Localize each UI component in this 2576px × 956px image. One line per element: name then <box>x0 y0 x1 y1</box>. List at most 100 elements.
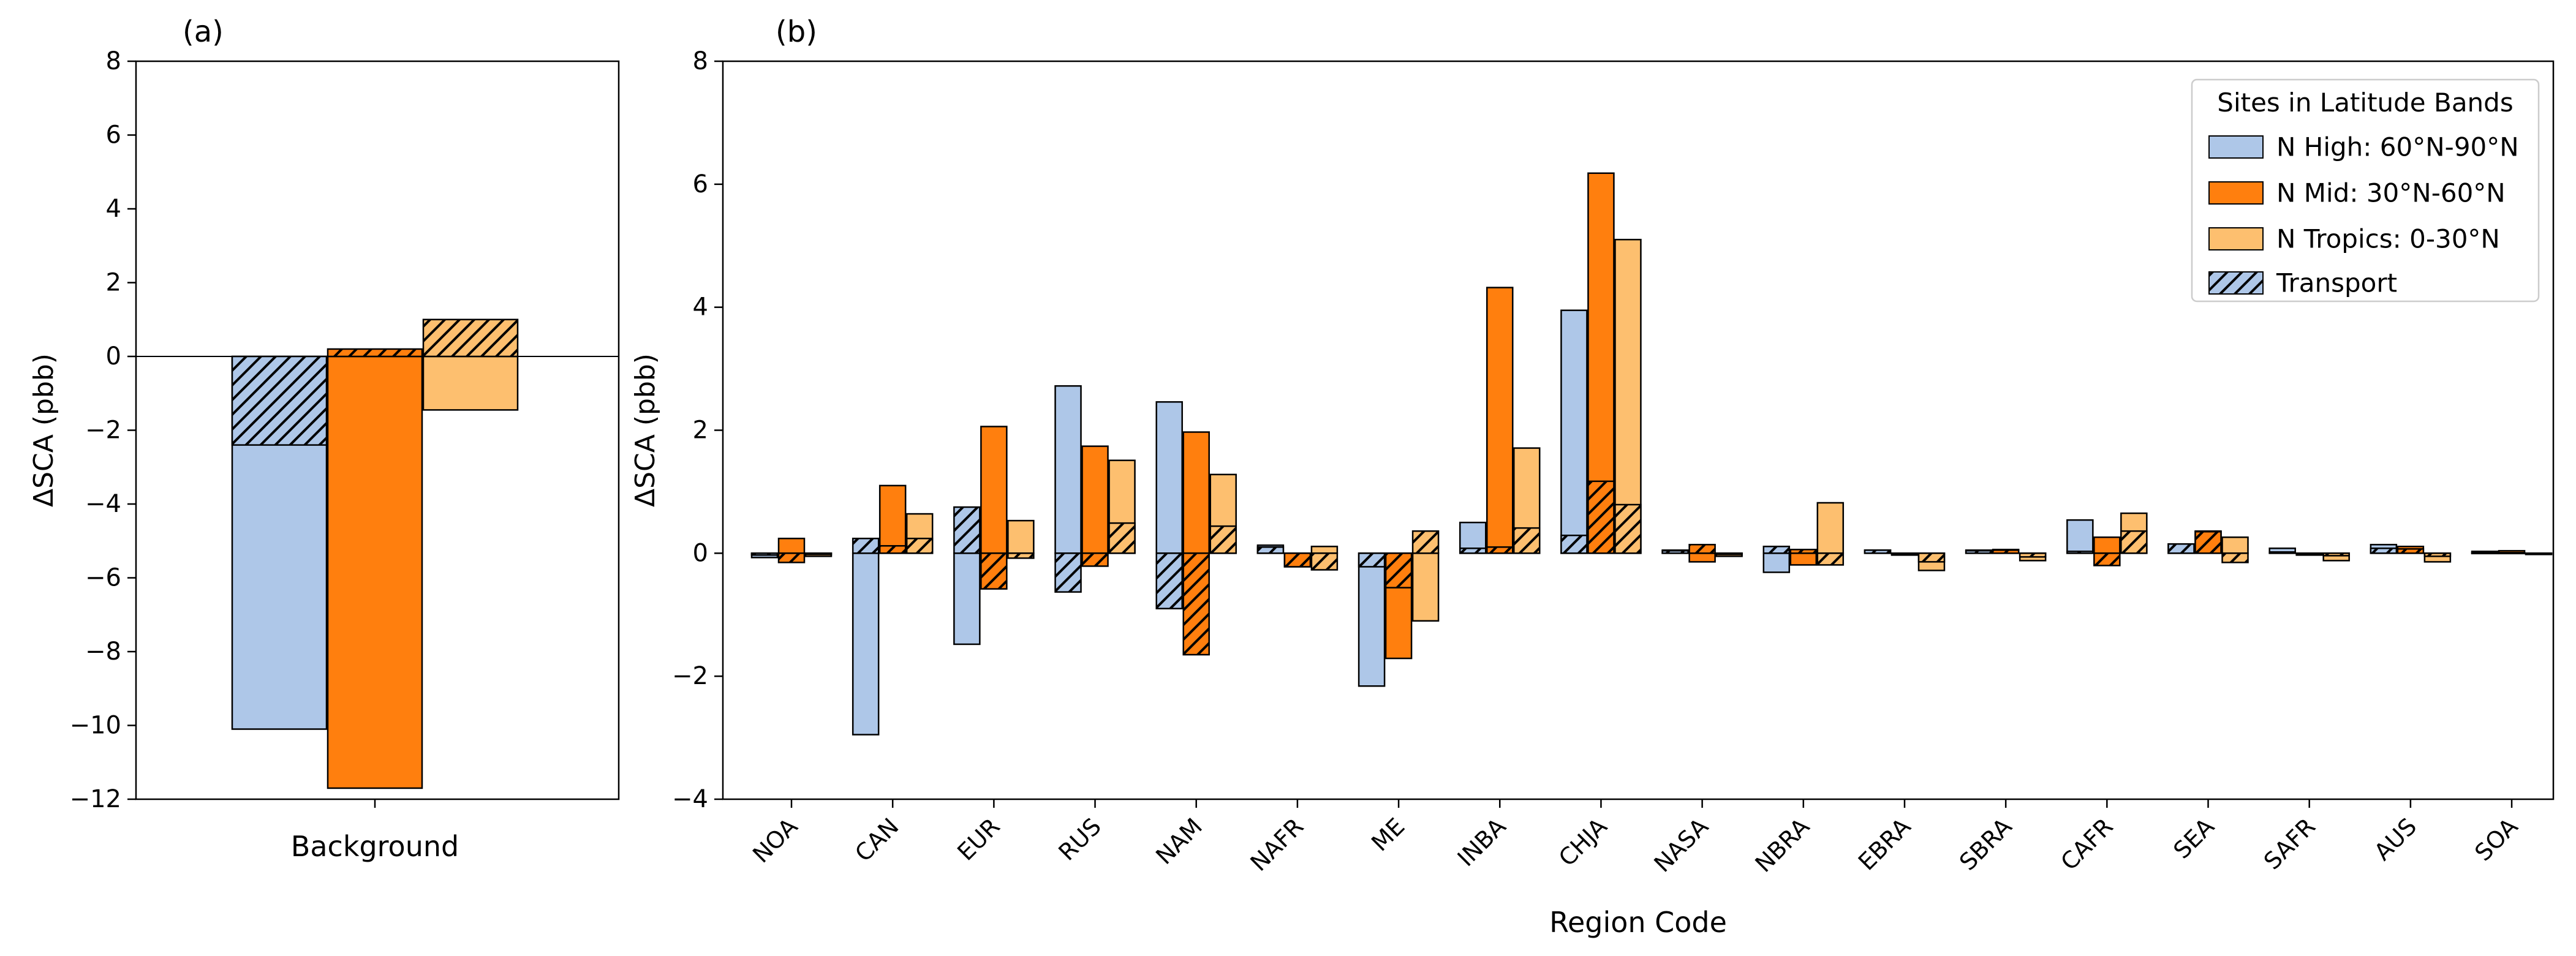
y-tick-label: 2 <box>693 416 708 445</box>
bar-transport-hatch-n_mid-Background <box>327 348 423 358</box>
bar-total-n_mid-CAFR <box>2093 536 2121 554</box>
bar-total-n_mid-Background <box>327 355 423 789</box>
bar-transport-hatch-n_high-NAFR <box>1256 546 1285 554</box>
y-tick-label: −2 <box>85 416 121 445</box>
bar-transport-hatch-n_mid-INBA <box>1486 546 1514 554</box>
swatch-icon <box>2208 227 2264 250</box>
bar-transport-hatch-n_mid-RUS <box>1081 552 1109 567</box>
bar-transport-hatch-n_high-NBRA <box>1762 546 1791 554</box>
x-axis-label: Region Code <box>1549 906 1727 939</box>
swatch-icon <box>2208 181 2264 205</box>
bar-total-n_tropics-NBRA <box>1816 502 1845 554</box>
bar-total-n_tropics-SEA <box>2221 536 2249 554</box>
bar-transport-hatch-n_mid-SEA <box>2194 530 2222 554</box>
y-tick-label: 6 <box>693 170 708 198</box>
bar-transport-hatch-n_tropics-NASA <box>1715 552 1743 555</box>
y-axis-label: ΔSCA (pbb) <box>28 353 59 507</box>
y-tick-label: −10 <box>70 712 121 740</box>
bar-total-n_mid-RUS <box>1081 445 1109 554</box>
bar-transport-hatch-n_tropics-CAN <box>905 537 934 554</box>
y-tick-label: 6 <box>106 121 121 149</box>
y-tick-label: 8 <box>693 47 708 75</box>
bar-transport-hatch-n_tropics-AUS <box>2423 552 2452 557</box>
bar-transport-hatch-n_mid-NAM <box>1182 552 1210 656</box>
bar-transport-hatch-n_high-SEA <box>2167 543 2195 554</box>
bar-transport-hatch-n_tropics-NAM <box>1209 525 1237 554</box>
bar-transport-hatch-n_high-AUS <box>2370 548 2398 554</box>
bar-transport-hatch-n_high-SOA <box>2471 552 2499 555</box>
bar-transport-hatch-n_mid-NAFR <box>1283 552 1312 568</box>
bar-transport-hatch-n_mid-EUR <box>980 552 1008 590</box>
bar-transport-hatch-n_high-EUR <box>953 506 981 554</box>
bar-transport-hatch-n_tropics-INBA <box>1513 527 1541 554</box>
y-axis-label: ΔSCA (pbb) <box>630 353 661 507</box>
x-tick-label: Background <box>291 830 459 863</box>
bar-transport-hatch-n_mid-AUS <box>2397 548 2425 554</box>
bar-transport-hatch-n_high-NASA <box>1661 550 1689 554</box>
y-tick-label: 4 <box>106 195 121 223</box>
y-tick-label: 0 <box>106 342 121 371</box>
bar-transport-hatch-n_tropics-NAFR <box>1310 552 1339 571</box>
y-tick-label: −4 <box>672 785 708 813</box>
legend-entry-label: N High: 60°N-90°N <box>2276 132 2519 162</box>
bar-transport-hatch-n_tropics-Background <box>422 318 519 358</box>
swatch-icon <box>2208 135 2264 159</box>
y-tick-label: 2 <box>106 269 121 297</box>
bar-transport-hatch-n_mid-NBRA <box>1789 549 1818 554</box>
bar-transport-hatch-n_high-RUS <box>1054 552 1082 593</box>
y-tick-label: 4 <box>693 293 708 322</box>
bar-total-n_high-ME <box>1358 552 1386 687</box>
y-tick-label: 8 <box>106 47 121 75</box>
bar-total-n_mid-NBRA <box>1789 552 1818 566</box>
hatch-overlay-icon <box>2208 271 2264 295</box>
bar-transport-hatch-n_high-CHJA <box>1560 534 1588 554</box>
panel-a-background-chart: 8 6 4 2 0 −2 −4 −6 −8 −10 −12 Background ΔSCA (pbb) (… <box>28 15 620 863</box>
panel-title: (a) <box>183 15 224 49</box>
y-tick-label: −8 <box>85 638 121 666</box>
bar-transport-hatch-n_tropics-RUS <box>1108 522 1136 554</box>
y-tick-label: 0 <box>693 539 708 567</box>
bar-transport-hatch-n_tropics-SEA <box>2221 552 2249 563</box>
bar-total-n_mid-NOA <box>777 537 806 554</box>
bar-transport-hatch-n_high-CAN <box>852 537 880 554</box>
bar-transport-hatch-n_mid-CAN <box>878 545 907 554</box>
legend-title: Sites in Latitude Bands <box>2217 88 2513 118</box>
bar-transport-hatch-n_mid-NASA <box>1688 544 1716 554</box>
bar-transport-hatch-n_high-NAM <box>1155 552 1183 609</box>
bar-transport-hatch-n_high-Background <box>231 355 328 446</box>
bar-total-n_high-NBRA <box>1762 552 1791 573</box>
bar-transport-hatch-n_mid-CAFR <box>2093 552 2121 566</box>
bar-total-n_tropics-Background <box>422 355 519 411</box>
bar-transport-hatch-n_tropics-NBRA <box>1816 552 1845 566</box>
bar-transport-hatch-n_mid-SBRA <box>1992 549 2020 554</box>
y-tick-label: −2 <box>672 662 708 690</box>
bar-transport-hatch-n_high-SBRA <box>1965 550 1993 554</box>
bar-transport-hatch-n_tropics-SOA <box>2525 552 2553 555</box>
bar-transport-hatch-n_high-EBRA <box>1864 549 1892 554</box>
bar-transport-hatch-n_tropics-CHJA <box>1614 503 1642 554</box>
bar-transport-hatch-n_high-INBA <box>1459 548 1487 554</box>
y-tick-label: −6 <box>85 564 121 592</box>
bar-total-n_mid-EUR <box>980 426 1008 554</box>
bar-transport-hatch-n_tropics-SAFR <box>2322 552 2350 557</box>
panel-title: (b) <box>776 15 817 49</box>
bar-transport-hatch-n_tropics-EBRA <box>1917 552 1946 563</box>
bar-total-n_mid-CAN <box>878 484 907 554</box>
bar-total-n_mid-NAM <box>1182 431 1210 554</box>
bar-transport-hatch-n_tropics-CAFR <box>2120 530 2148 554</box>
legend: Sites in Latitude Bands N High: 60°N-90°N… <box>2191 78 2540 303</box>
bar-total-n_tropics-ME <box>1411 552 1440 622</box>
legend-entry-label: Transport <box>2276 268 2397 298</box>
bar-transport-hatch-n_high-ME <box>1358 552 1386 568</box>
legend-entry-label: N Tropics: 0-30°N <box>2276 224 2500 254</box>
bar-total-n_high-CAFR <box>2066 519 2094 554</box>
bar-total-n_high-CAN <box>852 552 880 736</box>
bar-total-n_high-RUS <box>1054 385 1082 554</box>
legend-entry-label: N Mid: 30°N-60°N <box>2276 178 2506 208</box>
legend-box <box>2191 78 2540 303</box>
bar-transport-hatch-n_mid-NOA <box>777 552 806 563</box>
